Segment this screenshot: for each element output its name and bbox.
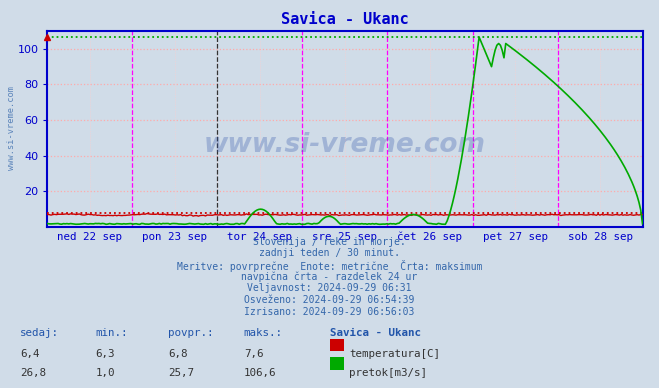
Title: Savica - Ukanc: Savica - Ukanc <box>281 12 409 27</box>
Text: 6,8: 6,8 <box>168 349 188 359</box>
Text: 7,6: 7,6 <box>244 349 264 359</box>
Text: Slovenija / reke in morje.: Slovenija / reke in morje. <box>253 237 406 247</box>
Text: temperatura[C]: temperatura[C] <box>349 349 440 359</box>
Text: maks.:: maks.: <box>244 328 283 338</box>
Text: 106,6: 106,6 <box>244 368 276 378</box>
Text: Izrisano: 2024-09-29 06:56:03: Izrisano: 2024-09-29 06:56:03 <box>244 307 415 317</box>
Text: 26,8: 26,8 <box>20 368 45 378</box>
Text: Savica - Ukanc: Savica - Ukanc <box>330 328 420 338</box>
Text: 6,4: 6,4 <box>20 349 40 359</box>
Text: www.si-vreme.com: www.si-vreme.com <box>204 132 486 158</box>
Text: min.:: min.: <box>96 328 128 338</box>
Text: www.si-vreme.com: www.si-vreme.com <box>7 86 16 170</box>
Text: povpr.:: povpr.: <box>168 328 214 338</box>
Text: 6,3: 6,3 <box>96 349 115 359</box>
Text: zadnji teden / 30 minut.: zadnji teden / 30 minut. <box>259 248 400 258</box>
Text: Veljavnost: 2024-09-29 06:31: Veljavnost: 2024-09-29 06:31 <box>247 283 412 293</box>
Text: navpična črta - razdelek 24 ur: navpična črta - razdelek 24 ur <box>241 272 418 282</box>
Text: 1,0: 1,0 <box>96 368 115 378</box>
Text: sedaj:: sedaj: <box>20 328 59 338</box>
Text: Osveženo: 2024-09-29 06:54:39: Osveženo: 2024-09-29 06:54:39 <box>244 295 415 305</box>
Text: 25,7: 25,7 <box>168 368 194 378</box>
Text: pretok[m3/s]: pretok[m3/s] <box>349 368 427 378</box>
Text: Meritve: povrprečne  Enote: metrične  Črta: maksimum: Meritve: povrprečne Enote: metrične Črta… <box>177 260 482 272</box>
